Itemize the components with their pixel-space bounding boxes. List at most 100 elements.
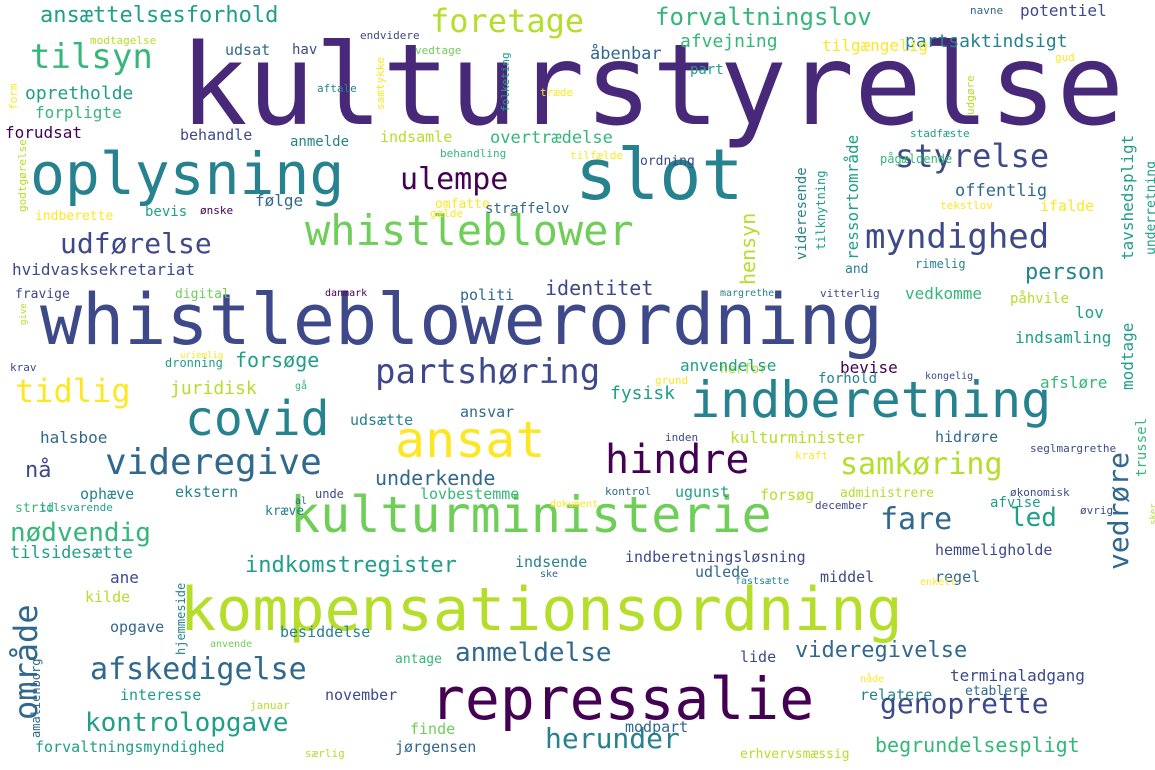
word-anvende: anvende <box>210 639 253 650</box>
word-tilknytning: tilknytning <box>814 170 828 250</box>
word-whistleblowerordning: whistleblowerordning <box>40 279 883 361</box>
word-etablere: etablere <box>965 684 1028 699</box>
word-gud: gud <box>1055 51 1075 64</box>
word-herunder: herunder <box>545 722 680 755</box>
word-part: part <box>690 62 724 78</box>
word-onske: ønske <box>200 204 234 217</box>
word-partshoring: partshøring <box>375 352 601 392</box>
word-december: december <box>815 499 868 512</box>
word-navne: navne <box>970 4 1004 17</box>
word-fastsaette: fastsætte <box>735 576 790 587</box>
word-aftale: aftale <box>317 82 357 95</box>
word-modtage: modtage <box>1118 322 1137 390</box>
word-lov: lov <box>1075 303 1104 322</box>
word-fare: fare <box>880 502 953 537</box>
word-nodvendig: nødvendig <box>10 518 151 548</box>
word-administrere: administrere <box>840 486 934 501</box>
word-potentiel: potentiel <box>1020 1 1107 20</box>
word-trussel: trussel <box>1134 417 1150 477</box>
word-ophaeve: ophæve <box>80 485 135 503</box>
word-indkomstregister: indkomstregister <box>245 553 457 578</box>
word-ordning: ordning <box>640 154 695 169</box>
word-forpligte: forpligte <box>35 103 122 122</box>
word-ressortomrade: ressortområde <box>843 134 862 260</box>
word-krav: krav <box>10 361 37 374</box>
word-udgore: udgøre <box>964 75 977 115</box>
word-straffelov: straffelov <box>485 201 570 217</box>
word-ga: gå <box>295 381 308 392</box>
word-ifalde: ifalde <box>1040 197 1095 215</box>
word-seglmargrethe: seglmargrethe <box>1030 442 1117 455</box>
word-fysisk: fysisk <box>610 383 676 404</box>
word-enkelt: enkelt <box>920 577 957 588</box>
word-kulturminister: kulturminister <box>730 428 865 447</box>
word-gaelde: gælde <box>430 207 464 220</box>
word-give: give <box>19 303 29 325</box>
word-bevis: bevis <box>145 204 188 220</box>
word-foretage: foretage <box>430 2 585 40</box>
word-ane: ane <box>110 568 139 587</box>
word-lovbestemme: lovbestemme <box>420 485 520 503</box>
word-tekstlov: tekstlov <box>940 199 993 212</box>
word-hjemmeside: hjemmeside <box>174 582 188 655</box>
word-offentlig: offentlig <box>955 181 1048 201</box>
word-behandle: behandle <box>180 126 253 144</box>
word-okonomisk: økonomisk <box>1010 486 1070 499</box>
word-whistleblower: whistleblower <box>305 206 634 255</box>
word-amalienborg: amalienborg <box>29 658 43 738</box>
word-slot: slot <box>575 134 744 216</box>
word-jorgensen: jørgensen <box>395 738 477 756</box>
word-besiddelse: besiddelse <box>280 623 371 641</box>
word-herfor: herfor <box>720 362 767 377</box>
word-relatere: relatere <box>860 686 933 704</box>
word-dokument: dokument <box>550 499 599 510</box>
word-udsaette: udsætte <box>350 411 414 429</box>
word-tilgaengelig: tilgængelig <box>822 36 928 55</box>
word-anmelde: anmelde <box>290 134 350 150</box>
word-stadfaeste: stadfæste <box>910 127 970 140</box>
word-finde: finde <box>410 720 456 738</box>
word-folge: følge <box>255 191 304 210</box>
word-fravige: fravige <box>15 287 70 302</box>
word-afskedigelse: afskedigelse <box>90 652 307 687</box>
word-tavshedspligt: tavshedspligt <box>1118 134 1137 260</box>
word-danmark: danmark <box>325 288 368 299</box>
word-antage: antage <box>395 652 442 667</box>
word-person: person <box>1025 260 1105 285</box>
word-forvaltningslov: forvaltningslov <box>655 3 872 31</box>
word-januar: januar <box>250 699 290 712</box>
word-identitet: identitet <box>545 276 654 300</box>
word-anvendelse: anvendelse <box>680 356 777 375</box>
word-hidrore: hidrøre <box>935 428 999 446</box>
word-ansvar: ansvar <box>460 403 515 421</box>
word-udlede: udlede <box>695 563 750 581</box>
word-endvidere: endvidere <box>360 29 420 42</box>
word-vedkomme: vedkomme <box>905 284 983 303</box>
word-erhvervsmaessig: erhvervsmæssig <box>740 747 850 762</box>
word-juridisk: juridisk <box>170 378 257 399</box>
word-kulturministerie: kulturministerie <box>290 486 772 544</box>
word-overtraedelse: overtrædelse <box>490 128 613 148</box>
word-vitterlig: vitterlig <box>820 287 880 300</box>
word-omfatte: omfatte <box>435 197 490 212</box>
word-margrethe: margrethe <box>720 288 775 299</box>
word-kraft: kraft <box>795 449 829 462</box>
word-indberette: indberette <box>35 209 114 224</box>
word-udsat: udsat <box>225 41 271 59</box>
word-folketing: folketing <box>499 52 512 112</box>
word-bevise: bevise <box>840 358 898 377</box>
word-indsamling: indsamling <box>1015 328 1112 347</box>
word-ugunst: ugunst <box>675 483 730 501</box>
word-pahvile: påhvile <box>1010 291 1070 307</box>
word-afslore: afsløre <box>1040 373 1108 392</box>
word-covid: covid <box>185 391 330 447</box>
word-led: led <box>1010 503 1057 533</box>
word-and: and <box>845 262 869 277</box>
word-tilsidesaette: tilsidesætte <box>10 543 133 563</box>
word-tidlig: tidlig <box>15 372 131 410</box>
word-forudsat: forudsat <box>5 123 83 142</box>
word-oplysning: oplysning <box>30 140 345 208</box>
word-kontrol: kontrol <box>605 485 652 498</box>
word-hindre: hindre <box>605 437 750 483</box>
